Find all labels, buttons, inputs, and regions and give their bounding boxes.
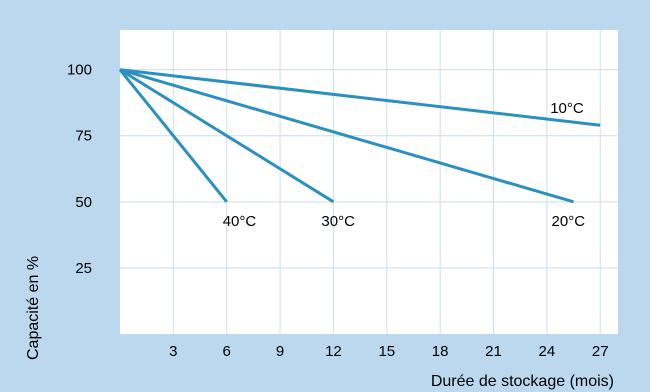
- y-tick-label: 25: [75, 260, 92, 277]
- plot-area: [120, 30, 618, 334]
- series-line: [118, 68, 228, 203]
- x-tick-label: 21: [485, 343, 502, 360]
- x-axis-label: Durée de stockage (mois): [431, 373, 614, 390]
- x-tick-label: 15: [378, 343, 395, 360]
- series-line: [119, 68, 574, 204]
- x-tick-label: 12: [325, 343, 342, 360]
- series-line: [119, 68, 335, 204]
- series-label: 10°C: [550, 100, 584, 117]
- x-tick-label: 18: [432, 343, 449, 360]
- y-axis-ticks: 25 50 75 100: [67, 62, 92, 277]
- x-tick-label: 24: [539, 343, 556, 360]
- x-tick-label: 6: [223, 343, 231, 360]
- series-label: 20°C: [552, 213, 586, 230]
- y-tick-label: 100: [67, 62, 92, 79]
- series-lines: [118, 68, 601, 204]
- x-tick-label: 27: [592, 343, 609, 360]
- series-label: 40°C: [223, 213, 257, 230]
- x-tick-label: 3: [169, 343, 177, 360]
- series-labels: 10°C 20°C 30°C 40°C: [223, 100, 586, 230]
- y-tick-label: 50: [75, 194, 92, 211]
- series-label: 30°C: [321, 213, 355, 230]
- y-tick-label: 75: [75, 128, 92, 145]
- x-axis-ticks: 3 6 9 12 15 18 21 24 27: [169, 343, 608, 360]
- series-line: [119, 68, 601, 127]
- grid: [120, 30, 618, 334]
- y-axis-label: Capacité en %: [25, 256, 42, 360]
- x-tick-label: 9: [276, 343, 284, 360]
